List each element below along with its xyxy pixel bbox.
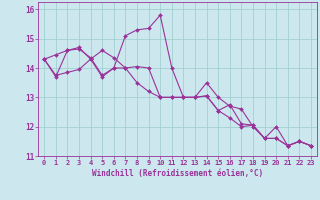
X-axis label: Windchill (Refroidissement éolien,°C): Windchill (Refroidissement éolien,°C) [92,169,263,178]
